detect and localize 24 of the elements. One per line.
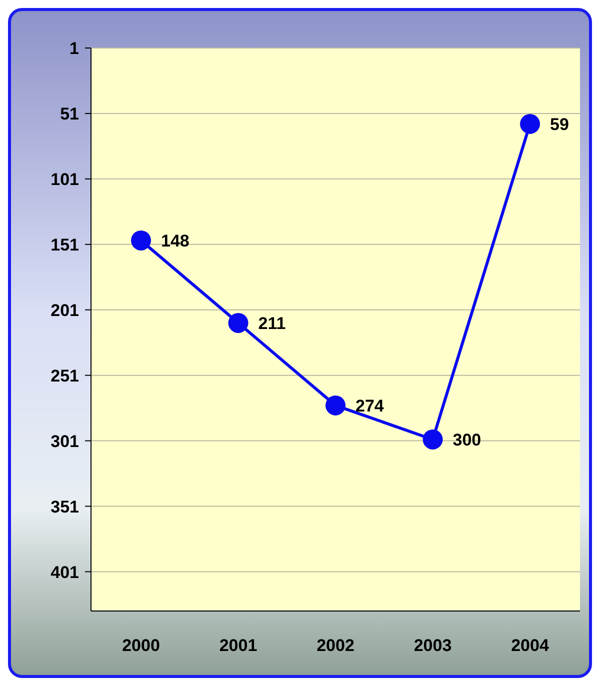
point	[131, 230, 151, 250]
data-label: 274	[356, 396, 384, 416]
data-label: 211	[258, 314, 286, 333]
x-tick-label: 2000	[122, 636, 160, 656]
y-tick-label: 1	[70, 39, 79, 58]
y-tick-label: 101	[50, 170, 79, 189]
data-label: 148	[161, 232, 190, 250]
y-tick-label: 251	[50, 366, 79, 386]
x-tick-label: 2002	[316, 636, 354, 656]
point	[326, 395, 346, 416]
x-tick-label: 2003	[414, 636, 452, 656]
y-tick-label: 201	[50, 300, 79, 320]
x-tick-label: 2001	[219, 636, 258, 656]
data-label: 59	[550, 114, 569, 134]
y-tick-label: 51	[60, 104, 79, 124]
x-tick-label: 2004	[511, 636, 550, 656]
y-tick-label: 351	[50, 497, 79, 516]
data-label: 300	[452, 430, 482, 450]
point	[520, 114, 540, 134]
y-tick-label: 301	[50, 432, 79, 451]
point	[228, 312, 248, 333]
point	[422, 429, 443, 450]
y-tick-label: 151	[50, 235, 79, 254]
y-tick-label: 401	[50, 562, 79, 582]
